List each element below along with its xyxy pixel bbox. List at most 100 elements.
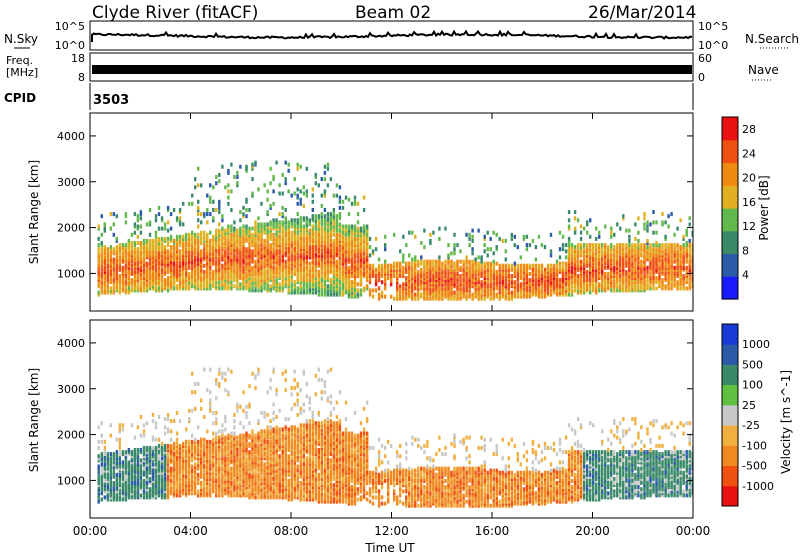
power-cell [371, 265, 375, 270]
power-cell [266, 230, 269, 235]
power-cell [688, 257, 691, 262]
power-cell [540, 290, 544, 295]
power-cell [477, 269, 480, 274]
power-cell [317, 253, 320, 258]
power-cell [109, 263, 112, 268]
power-cell [151, 276, 155, 281]
power-cell [570, 249, 574, 254]
power-cell [583, 274, 586, 278]
power-cell [579, 265, 583, 270]
power-cell [151, 271, 155, 276]
velocity-cell [142, 464, 146, 469]
power-cell [209, 183, 212, 188]
power-cell [338, 214, 342, 219]
power-cell [284, 241, 287, 245]
power-cell [667, 263, 670, 268]
power-cell [130, 267, 134, 272]
velocity-cell [145, 493, 149, 498]
power-cell [522, 234, 526, 239]
velocity-cell [151, 464, 155, 469]
power-cell [284, 243, 287, 248]
power-cell [365, 269, 369, 274]
power-cell [215, 208, 218, 212]
power-cell [567, 247, 571, 252]
power-cell [124, 274, 128, 278]
power-cell [676, 280, 679, 285]
power-cell [631, 253, 634, 258]
power-cell [182, 257, 185, 262]
power-cell [206, 249, 209, 254]
power-cell [426, 276, 429, 281]
power-cell [185, 247, 188, 252]
power-cell [332, 212, 336, 217]
power-cell [166, 282, 170, 287]
power-cell [157, 251, 161, 256]
velocity-cell [118, 497, 121, 502]
power-cell [332, 274, 336, 278]
power-cell [236, 276, 239, 281]
power-cell [601, 257, 604, 262]
power-cell [356, 265, 360, 270]
power-cell [302, 243, 305, 248]
power-cell [115, 286, 118, 291]
power-cell [302, 216, 305, 221]
power-cell [215, 274, 218, 278]
power-colorbar-segment [722, 253, 738, 277]
power-cell [353, 236, 357, 241]
power-cell [251, 280, 254, 285]
power-cell [293, 230, 296, 235]
power-cell [601, 243, 604, 248]
power-cell [589, 243, 592, 248]
velocity-cell [145, 464, 149, 469]
power-cell [115, 247, 118, 252]
power-cell [501, 238, 504, 243]
velocity-cell [133, 462, 137, 467]
power-cell [468, 232, 471, 237]
power-cell [221, 226, 224, 231]
power-cell [453, 269, 456, 274]
power-cell [498, 292, 501, 297]
power-cell [338, 263, 342, 268]
power-cell [142, 267, 146, 272]
power-cell [329, 282, 333, 287]
power-cell [323, 191, 327, 196]
power-cell [441, 261, 444, 266]
power-cell [263, 243, 266, 248]
power-cell [139, 230, 143, 235]
power-cell [172, 257, 176, 262]
power-cell [296, 249, 299, 254]
power-cell [118, 257, 121, 262]
power-cell [480, 259, 483, 264]
velocity-cell [115, 493, 118, 498]
velocity-cell [145, 466, 149, 471]
power-cell [399, 269, 402, 274]
power-cell [302, 249, 305, 254]
power-cell [275, 230, 278, 235]
power-cell [317, 230, 320, 235]
power-cell [631, 257, 634, 262]
power-cell [127, 286, 131, 291]
power-cell [579, 243, 583, 248]
power-cell [664, 236, 667, 241]
power-cell [215, 263, 218, 268]
power-cell [326, 216, 330, 221]
power-cell [341, 243, 345, 248]
power-cell [169, 280, 173, 285]
power-cell [269, 236, 272, 241]
power-cell [109, 249, 112, 254]
velocity-cell [139, 450, 143, 455]
power-cell [601, 282, 604, 287]
power-cell [510, 292, 513, 297]
velocity-cell [148, 460, 152, 465]
power-cell [356, 230, 360, 235]
power-cell [613, 265, 616, 270]
power-cell [504, 282, 507, 287]
power-cell [384, 265, 387, 270]
power-cell [384, 263, 387, 268]
velocity-cell [142, 460, 146, 465]
velocity-cell [124, 483, 128, 488]
power-cell [658, 259, 661, 264]
power-cell [127, 251, 131, 256]
power-cell [314, 247, 317, 252]
power-cell [296, 286, 299, 291]
